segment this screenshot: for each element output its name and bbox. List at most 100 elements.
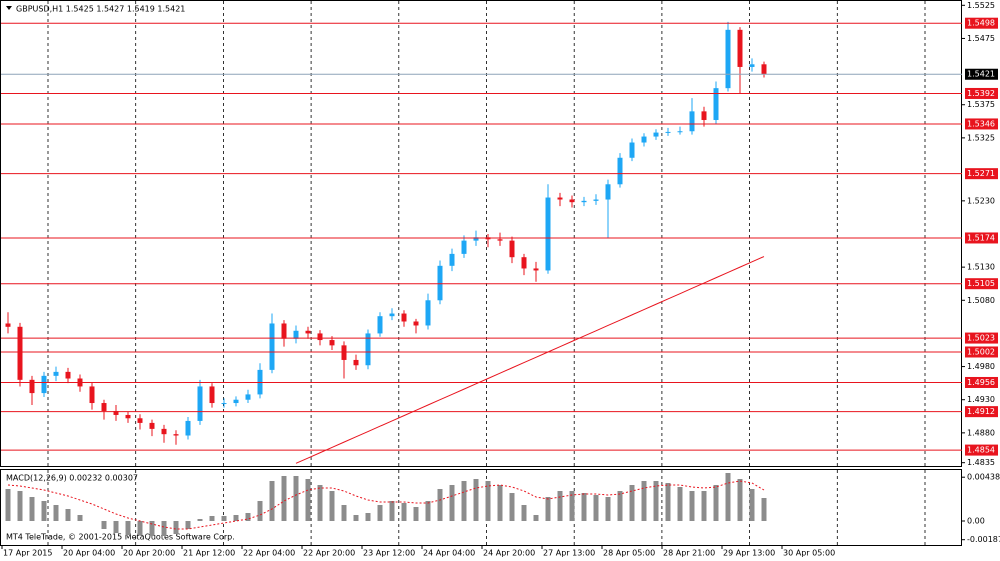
- macd-bar: [77, 515, 83, 521]
- candle-body: [461, 240, 467, 254]
- macd-bar: [53, 505, 59, 521]
- candle-body: [341, 345, 347, 360]
- level-label: 1.5346: [967, 119, 995, 128]
- macd-bar: [401, 503, 407, 521]
- y-tick-label: 1.5325: [967, 133, 995, 142]
- y-tick-label: -0.00187: [967, 535, 1000, 544]
- macd-bar: [485, 481, 491, 521]
- candle-body: [605, 184, 611, 200]
- level-label-bg: [965, 87, 998, 99]
- candle-body: [521, 257, 527, 269]
- candle-body: [401, 313, 407, 322]
- level-label: 1.5023: [967, 334, 995, 343]
- candle-body: [173, 434, 179, 436]
- candle-body: [545, 197, 551, 271]
- footer: MT4 TeleTrade, © 2001-2015 MetaQuotes So…: [6, 533, 235, 542]
- y-tick-label: 0.00438: [967, 473, 1000, 482]
- level-label-bg: [965, 406, 998, 418]
- macd-bar: [17, 491, 23, 521]
- macd-bar: [137, 521, 143, 535]
- candle-body: [653, 132, 659, 137]
- macd-bar: [509, 493, 515, 521]
- level-label: 1.5392: [967, 89, 995, 98]
- level-label: 1.5002: [967, 347, 995, 356]
- candle-body: [389, 313, 395, 317]
- macd-bar: [653, 481, 659, 521]
- macd-bar: [281, 476, 287, 521]
- menu-arrow: [6, 6, 12, 10]
- level-label-bg: [965, 118, 998, 130]
- level-label-bg: [965, 346, 998, 358]
- macd-bar: [353, 515, 359, 521]
- candle-body: [221, 403, 227, 405]
- x-tick-label: 20 Apr 04:00: [63, 549, 115, 558]
- candle-body: [377, 316, 383, 334]
- level-label-bg: [965, 444, 998, 456]
- x-tick-label: 23 Apr 12:00: [363, 549, 415, 558]
- y-tick-label: 1.4980: [967, 362, 995, 371]
- candle-body: [365, 333, 371, 366]
- x-tick-label: 24 Apr 04:00: [423, 549, 475, 558]
- level-label: 1.5174: [967, 233, 995, 242]
- macd-bar: [185, 521, 191, 529]
- macd-bar: [737, 479, 743, 521]
- x-tick-label: 22 Apr 20:00: [303, 549, 355, 558]
- macd-bar: [221, 516, 227, 521]
- x-tick-label: 30 Apr 05:00: [783, 549, 835, 558]
- main-pane: [0, 0, 962, 467]
- signal-line: [7, 480, 765, 530]
- macd-bar: [641, 481, 647, 521]
- macd-bar: [749, 489, 755, 521]
- macd-bar: [725, 473, 731, 521]
- macd-bar: [701, 491, 707, 521]
- candle-body: [437, 265, 443, 301]
- y-tick-label: 1.5230: [967, 196, 995, 205]
- macd-bar: [533, 515, 539, 521]
- level-label: 1.4956: [967, 378, 995, 387]
- candle-body: [353, 359, 359, 366]
- candle-body: [557, 197, 563, 200]
- macd-bar: [413, 507, 419, 521]
- candle-body: [761, 64, 767, 75]
- candle-body: [281, 323, 287, 339]
- x-tick-label: 20 Apr 20:00: [123, 549, 175, 558]
- macd-bar: [209, 516, 215, 521]
- macd-bar: [605, 497, 611, 521]
- macd-bar: [101, 521, 107, 529]
- y-tick-label: 0.00: [967, 517, 985, 526]
- candle-body: [41, 375, 47, 394]
- macd-bar: [329, 491, 335, 521]
- candle-body: [89, 386, 95, 404]
- y-tick-label: 1.5130: [967, 263, 995, 272]
- level-label-bg: [965, 332, 998, 344]
- candle-body: [665, 131, 671, 133]
- x-tick-label: 24 Apr 20:00: [483, 549, 535, 558]
- y-tick-label: 1.5080: [967, 296, 995, 305]
- macd-bar: [677, 487, 683, 521]
- macd-bar: [437, 489, 443, 521]
- candle-body: [269, 323, 275, 370]
- candle-body: [65, 371, 71, 379]
- y-tick-label: 1.4880: [967, 428, 995, 437]
- macd-bar: [257, 501, 263, 521]
- moving-average: [295, 256, 765, 464]
- y-tick-label: 1.5525: [967, 1, 995, 10]
- x-tick-label: 29 Apr 13:00: [723, 549, 775, 558]
- level-label-bg: [965, 376, 998, 388]
- macd-bar: [593, 495, 599, 521]
- macd-bar: [713, 485, 719, 521]
- macd-bar: [473, 479, 479, 521]
- macd-bar: [569, 491, 575, 521]
- candle-body: [449, 253, 455, 266]
- candle-body: [233, 399, 239, 404]
- candle-body: [29, 379, 35, 394]
- macd-bar: [173, 521, 179, 534]
- candle-body: [533, 268, 539, 271]
- macd-bar: [65, 509, 71, 521]
- candle-body: [509, 240, 515, 258]
- y-tick-label: 1.4835: [967, 458, 995, 467]
- macd-bar: [113, 521, 119, 533]
- macd-bar: [617, 491, 623, 521]
- x-tick-label: 17 Apr 2015: [3, 549, 52, 558]
